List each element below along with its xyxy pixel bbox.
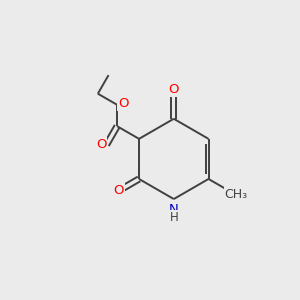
Text: CH₃: CH₃ — [224, 188, 248, 201]
Text: O: O — [118, 97, 129, 110]
Text: O: O — [169, 82, 179, 96]
Text: H: H — [169, 211, 178, 224]
Text: O: O — [113, 184, 124, 197]
Text: O: O — [96, 138, 106, 151]
Text: N: N — [169, 203, 179, 216]
